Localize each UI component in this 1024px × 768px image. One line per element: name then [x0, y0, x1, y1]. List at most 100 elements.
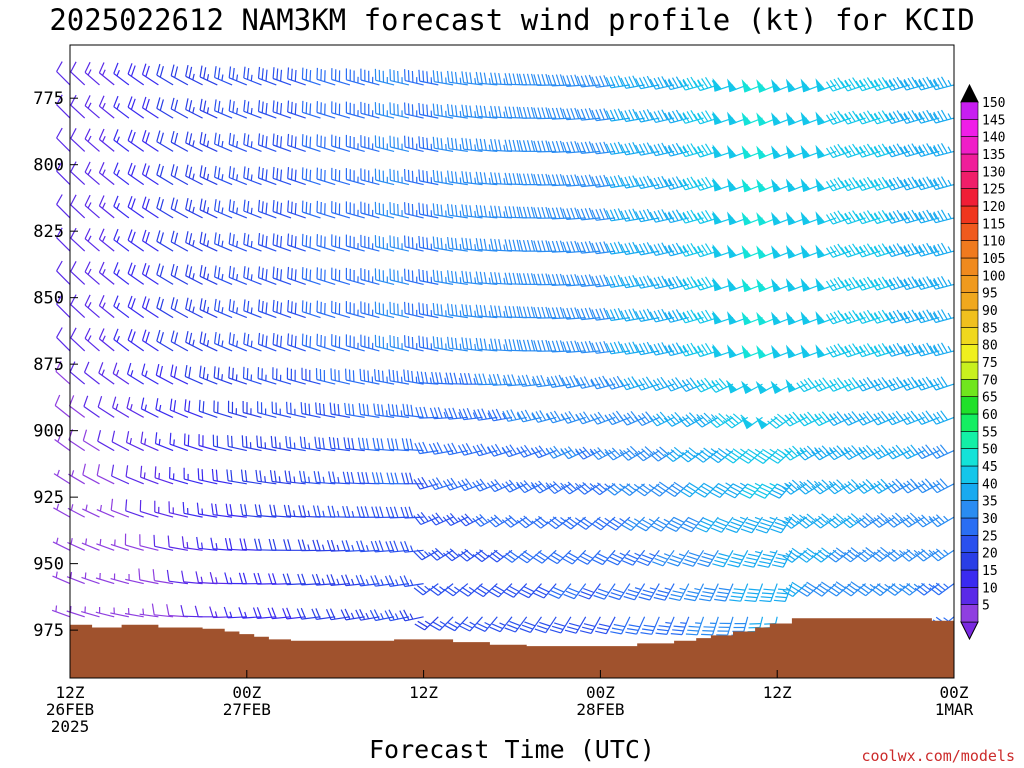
wind-barb [345, 168, 365, 186]
wind-barb [870, 110, 896, 125]
wind-barb [374, 369, 395, 385]
wind-barb [576, 207, 601, 221]
wind-barb [84, 161, 100, 186]
wind-barb [533, 240, 557, 253]
wind-barb [562, 174, 586, 187]
colorbar-swatch [960, 188, 979, 207]
wind-barb [826, 243, 852, 258]
wind-barb [516, 444, 542, 458]
wind-barb [125, 573, 144, 585]
wind-barb [153, 534, 174, 551]
wind-barb [301, 134, 321, 152]
wind-barb [272, 299, 292, 319]
wind-barb [282, 607, 306, 620]
wind-barb [591, 241, 616, 255]
wind-barb [301, 100, 321, 119]
wind-barb [243, 332, 262, 352]
wind-barb [197, 468, 218, 485]
wind-barb [139, 499, 159, 518]
wind-barb [345, 134, 365, 152]
colorbar-label: 100 [982, 269, 1005, 284]
wind-barb [754, 482, 778, 499]
wind-barb [211, 468, 233, 485]
colorbar-swatch [960, 153, 979, 172]
wind-barb [185, 197, 203, 219]
wind-barb [374, 168, 395, 186]
wind-barb [914, 143, 940, 157]
wind-barb [899, 143, 925, 158]
wind-barb [243, 232, 262, 252]
credit-label: coolwx.com/models [861, 747, 1015, 765]
wind-barb [576, 307, 601, 321]
wind-barb [591, 75, 616, 88]
wind-barb [533, 583, 557, 599]
wind-barb [389, 268, 410, 285]
wind-barb [95, 607, 115, 618]
wind-barb [432, 236, 454, 252]
wind-barb [210, 537, 233, 551]
wind-barb [110, 539, 130, 551]
wind-barb [316, 267, 336, 285]
wind-barb [855, 512, 881, 529]
wind-barb [301, 333, 321, 352]
wind-barb [344, 402, 365, 418]
wind-barb [139, 534, 159, 551]
wind-barb [723, 448, 749, 464]
wind-barb [605, 308, 630, 322]
wind-barb [196, 536, 218, 551]
wind-barb [97, 430, 115, 452]
wind-barb [374, 301, 395, 319]
wind-barb [899, 478, 925, 494]
wind-barb [670, 616, 690, 636]
wind-barb [141, 130, 159, 152]
colorbar-swatch [960, 119, 979, 137]
wind-barb [699, 583, 719, 602]
wind-barb [575, 376, 601, 389]
wind-barb [360, 135, 380, 152]
wind-barb [316, 333, 336, 352]
wind-barb [914, 76, 940, 91]
wind-barb [138, 568, 159, 585]
wind-barb [359, 368, 380, 385]
wind-barb [695, 516, 719, 533]
wind-barb [664, 275, 689, 290]
wind-barb [154, 500, 174, 518]
wind-barb [815, 144, 837, 159]
wind-barb [169, 432, 189, 452]
wind-barb [98, 328, 115, 352]
wind-barb [870, 478, 896, 494]
colorbar-label: 90 [982, 304, 998, 319]
wind-barb [384, 609, 410, 622]
wind-barb [533, 173, 557, 186]
wind-barb [54, 394, 71, 418]
wind-barb [70, 227, 86, 252]
colorbar-label: 135 [982, 148, 1005, 163]
wind-barb [899, 109, 925, 124]
wind-barb [884, 512, 911, 528]
wind-barb [619, 445, 645, 461]
colorbar-label: 80 [982, 339, 998, 354]
wind-barb [127, 195, 145, 219]
wind-barb [404, 235, 424, 252]
wind-barb [228, 366, 247, 385]
wind-barb [929, 410, 955, 425]
wind-barb [781, 479, 808, 495]
wind-barb [168, 501, 189, 518]
wind-barb [885, 110, 910, 125]
wind-barb [667, 549, 690, 567]
wind-barb [605, 175, 630, 189]
wind-barb [885, 549, 911, 562]
wind-barb [545, 481, 572, 495]
y-tick-label: 875 [33, 355, 64, 375]
wind-barb [562, 340, 586, 353]
wind-barb [740, 416, 763, 430]
wind-barb [744, 583, 764, 602]
wind-barb [271, 401, 292, 418]
wind-barb [693, 243, 719, 258]
wind-barb [374, 268, 395, 285]
wind-barb [185, 264, 203, 285]
wind-barb [328, 436, 350, 452]
wind-barb [592, 549, 616, 566]
wind-barb [53, 469, 71, 485]
wind-barb [649, 209, 675, 223]
